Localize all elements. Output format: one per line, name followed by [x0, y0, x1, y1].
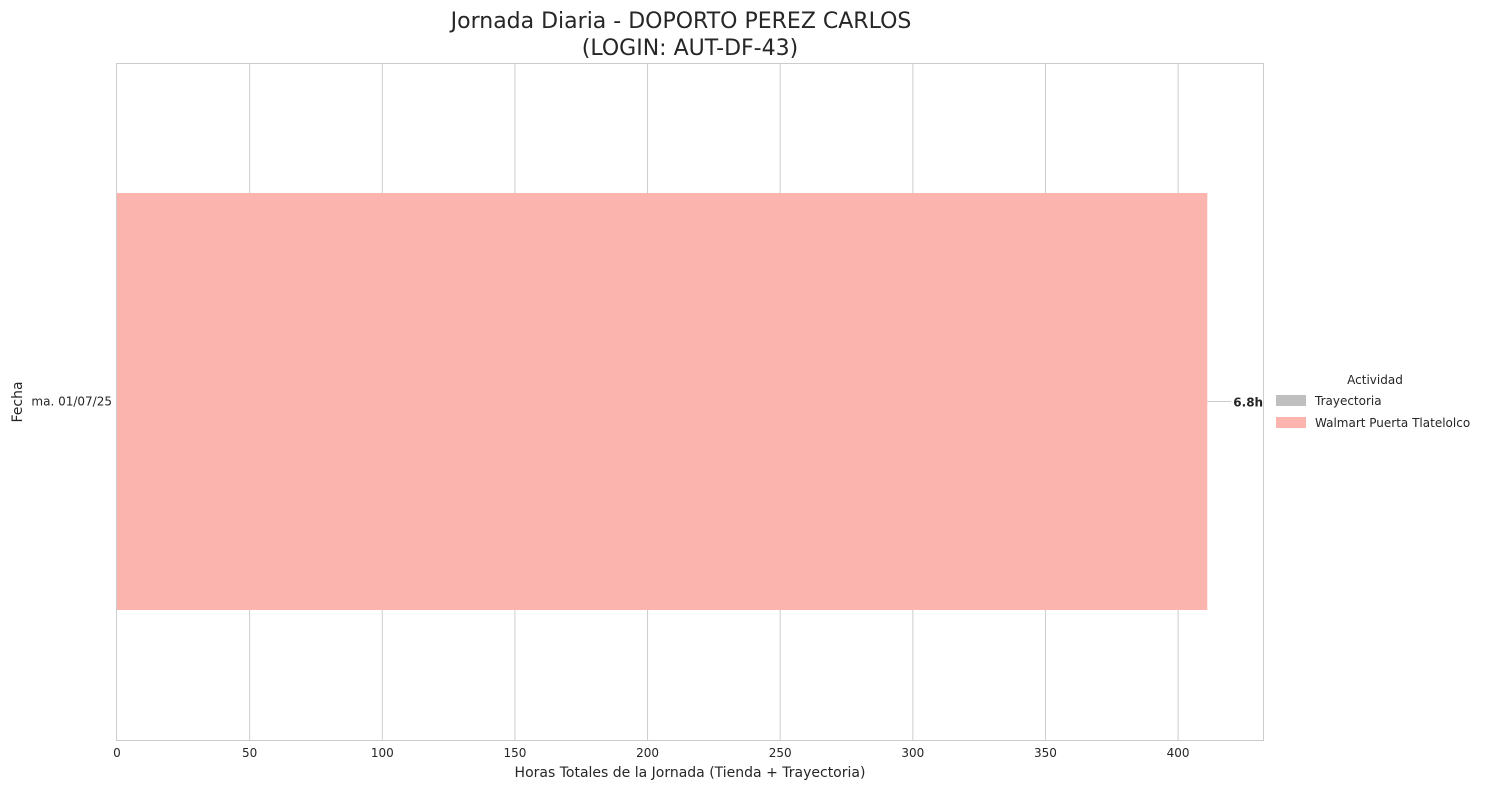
bar [117, 192, 1208, 611]
bars [117, 192, 1208, 611]
x-tick-label: 100 [371, 746, 394, 760]
x-tick-label: 150 [503, 746, 526, 760]
plot-frame [116, 63, 1264, 741]
y-axis-label: Fecha [10, 381, 26, 422]
data-labels: 6.8h [1207, 396, 1263, 410]
legend-swatch [1276, 395, 1306, 406]
y-tick-label: ma. 01/07/25 [31, 395, 112, 409]
x-axis-label: Horas Totales de la Jornada (Tienda + Tr… [515, 765, 866, 781]
legend-item-label: Walmart Puerta Tlatelolco [1315, 416, 1470, 430]
x-tick-label: 50 [242, 746, 257, 760]
x-tick-label: 200 [636, 746, 659, 760]
x-tick-label: 250 [769, 746, 792, 760]
legend: Actividad Trayectoria Walmart Puerta Tlat… [1276, 373, 1470, 430]
x-tick-label: 350 [1034, 746, 1057, 760]
legend-swatch [1276, 417, 1306, 428]
legend-item-label: Trayectoria [1314, 394, 1382, 408]
x-tick-label: 0 [113, 746, 121, 760]
chart-title: Jornada Diaria - DOPORTO PEREZ CARLOS [449, 9, 912, 34]
legend-title: Actividad [1347, 373, 1403, 387]
x-tick-label: 300 [901, 746, 924, 760]
x-ticks: 0 50 100 150 200 250 300 350 400 [113, 746, 1189, 760]
chart-subtitle: (LOGIN: AUT-DF-43) [582, 36, 798, 61]
data-label: 6.8h [1233, 396, 1263, 410]
y-ticks: ma. 01/07/25 [31, 395, 112, 409]
x-tick-label: 400 [1167, 746, 1190, 760]
